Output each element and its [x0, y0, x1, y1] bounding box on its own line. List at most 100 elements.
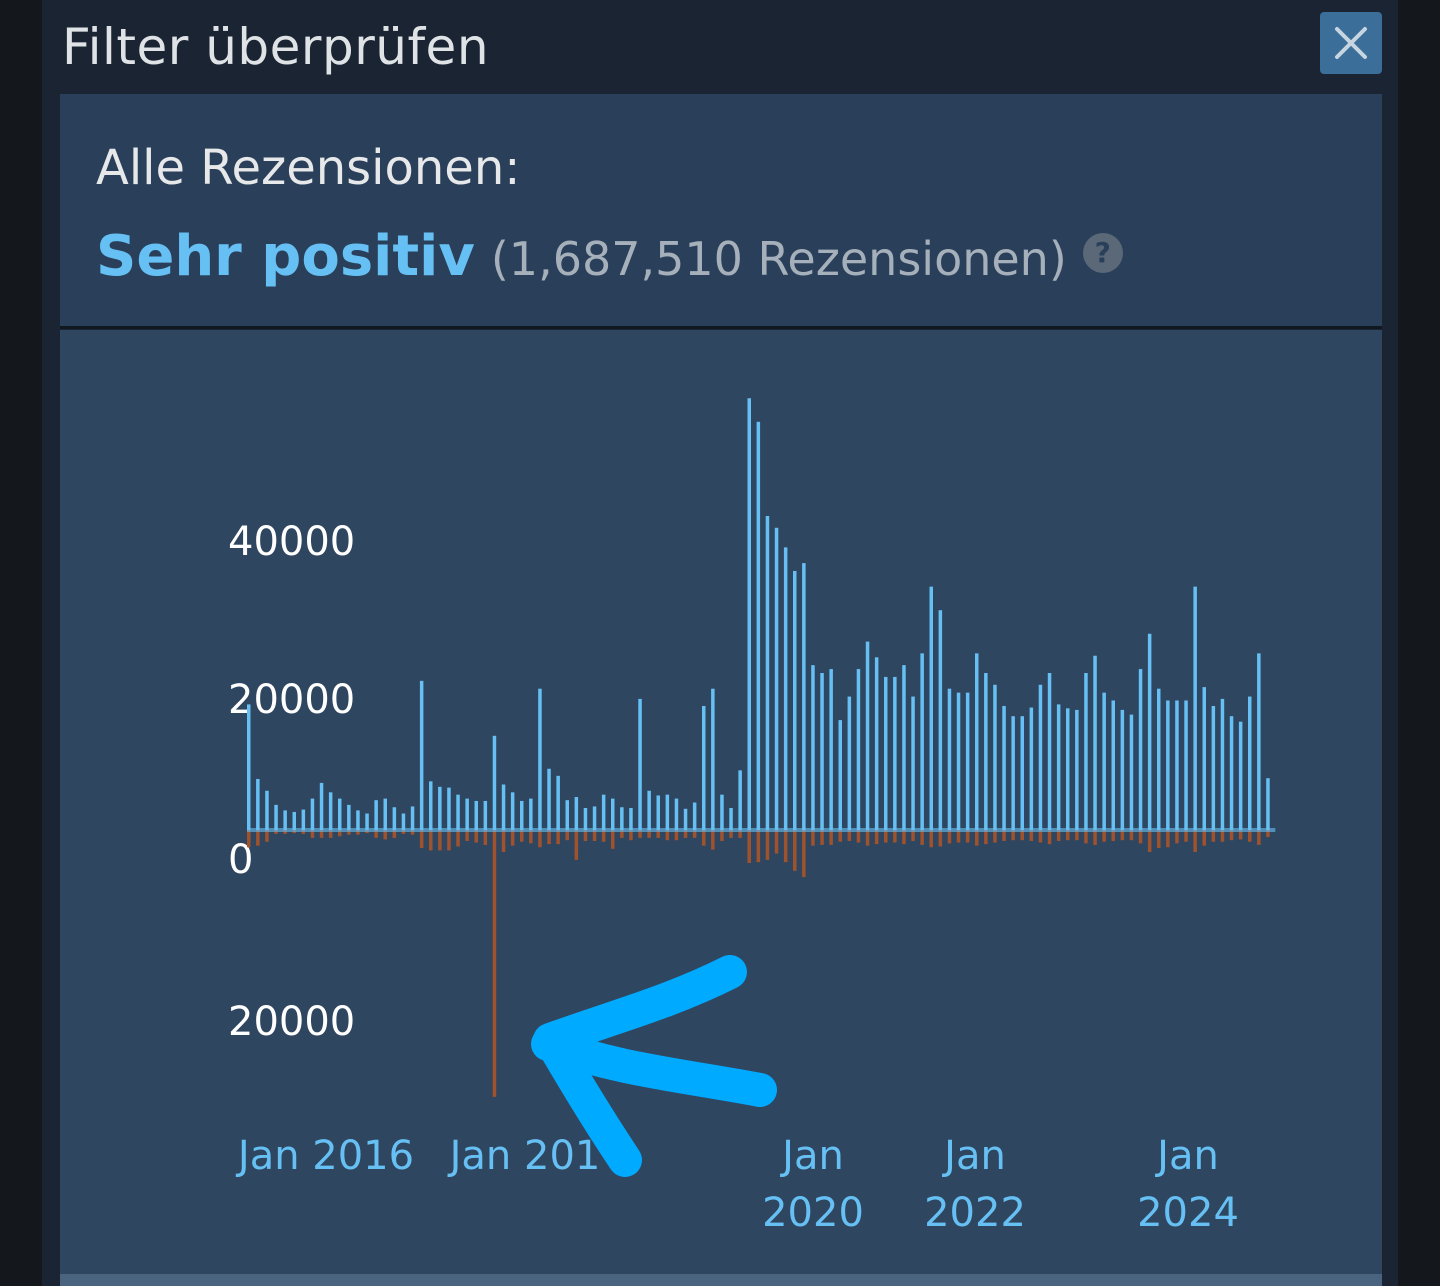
summary-label: Alle Rezensionen:: [96, 140, 521, 196]
background-right: [1398, 0, 1440, 1286]
positive-bar: [729, 808, 733, 830]
negative-bar: [419, 830, 424, 849]
negative-bar: [383, 830, 387, 840]
positive-bar: [1248, 696, 1252, 830]
positive-bar: [1029, 707, 1034, 830]
negative-bar: [1038, 830, 1043, 843]
negative-bar: [247, 830, 251, 848]
negative-bar: [820, 830, 824, 845]
negative-bar: [629, 830, 633, 841]
positive-bar: [774, 527, 779, 830]
negative-bar: [884, 830, 888, 843]
x-axis-ticks: Jan 2016 Jan 201 Jan 2020 Jan 2022 Jan 2024: [235, 1133, 1239, 1236]
modal-title: Filter überprüfen: [62, 18, 490, 76]
positive-bar: [1229, 716, 1234, 830]
positive-bar: [738, 770, 742, 830]
negative-bar: [765, 830, 770, 860]
positive-bar: [1166, 700, 1170, 830]
positive-bar: [583, 808, 588, 830]
positive-bar: [520, 800, 524, 830]
negative-bar: [847, 830, 852, 841]
positive-bar: [365, 813, 369, 830]
positive-bar: [965, 692, 970, 830]
positive-bar: [1102, 692, 1106, 830]
negative-bar: [1047, 830, 1052, 845]
positive-bar: [747, 398, 751, 830]
negative-bar: [1120, 830, 1125, 841]
negative-bar: [565, 830, 569, 841]
negative-bar: [483, 830, 488, 845]
negative-bar: [1129, 830, 1134, 841]
negative-bar: [356, 830, 360, 835]
positive-bar: [884, 676, 888, 830]
negative-bar: [1166, 830, 1170, 848]
positive-bar: [1075, 709, 1079, 830]
positive-bar: [1211, 705, 1216, 830]
review-summary: Alle Rezensionen: Sehr positiv (1,687,51…: [60, 94, 1382, 329]
positive-bar: [1193, 586, 1197, 830]
negative-bar: [338, 830, 342, 837]
positive-bar: [902, 665, 906, 830]
negative-bar: [601, 830, 606, 842]
positive-bar: [956, 692, 961, 830]
help-icon[interactable]: ?: [1082, 232, 1123, 273]
negative-bar: [1229, 830, 1234, 841]
negative-bar: [947, 830, 952, 844]
positive-bar: [1257, 653, 1261, 830]
positive-bar: [574, 797, 579, 830]
positive-bar: [820, 673, 824, 830]
positive-bar: [565, 800, 569, 830]
positive-bar: [847, 696, 852, 830]
positive-bar: [874, 657, 879, 830]
negative-bar: [975, 830, 979, 846]
review-rating[interactable]: Sehr positiv: [96, 224, 475, 289]
positive-bar: [711, 688, 715, 830]
positive-bar: [510, 792, 515, 830]
negative-bar: [911, 830, 915, 841]
negative-bar: [328, 830, 333, 838]
negative-bar: [711, 830, 715, 850]
positive-bar: [1111, 700, 1115, 830]
negative-bar: [1084, 830, 1088, 844]
positive-bar: [1175, 700, 1179, 830]
negative-bar: [583, 830, 588, 841]
negative-bar: [965, 830, 970, 843]
positive-bar: [793, 570, 797, 830]
x-tick-label: Jan 201: [447, 1133, 601, 1179]
positive-bar: [456, 794, 460, 830]
x-tick-label: Jan 2020: [762, 1133, 864, 1236]
negative-bar: [374, 830, 378, 838]
negative-bar: [1138, 830, 1143, 844]
negative-bar: [802, 830, 806, 878]
negative-bar: [456, 830, 460, 847]
positive-bar: [374, 800, 378, 830]
negative-bar: [1193, 830, 1197, 852]
positive-bar: [1020, 716, 1024, 830]
negative-bar: [1248, 830, 1252, 842]
positive-bar: [1084, 673, 1088, 830]
negative-bar: [647, 830, 651, 838]
negative-bar: [429, 830, 433, 851]
positive-bar: [328, 792, 333, 830]
negative-bar: [1147, 830, 1152, 852]
negative-bar: [674, 830, 679, 841]
positive-bar: [1056, 704, 1061, 830]
negative-bar: [474, 830, 478, 843]
negative-bar: [838, 830, 842, 842]
positive-bar: [429, 781, 433, 830]
negative-bar: [720, 830, 724, 841]
positive-bar: [1238, 721, 1243, 830]
positive-bar: [592, 806, 597, 830]
positive-bar: [1047, 673, 1052, 830]
positive-bar: [938, 610, 943, 830]
negative-bar: [547, 830, 551, 845]
positive-bar: [638, 698, 642, 830]
positive-bar: [947, 688, 952, 830]
negative-bar: [1111, 830, 1115, 841]
positive-bar: [338, 798, 342, 830]
summary-line: Sehr positiv (1,687,510 Rezensionen) ?: [96, 224, 1123, 289]
y-tick-label: 20000: [228, 999, 355, 1045]
positive-bar: [656, 795, 660, 830]
close-button[interactable]: [1320, 12, 1382, 74]
negative-bar: [856, 830, 861, 843]
